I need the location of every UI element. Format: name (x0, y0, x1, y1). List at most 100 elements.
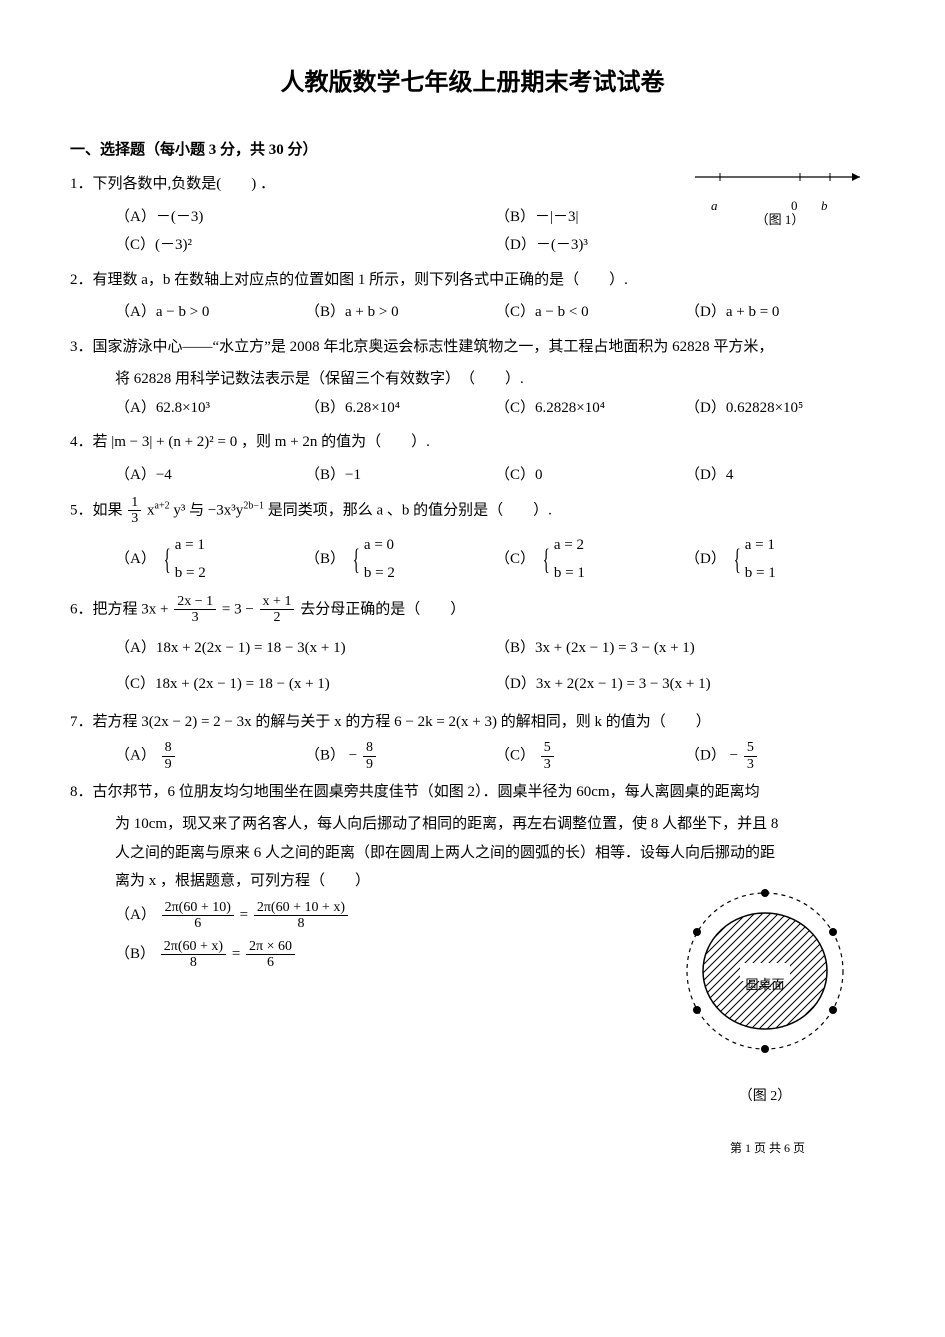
brace-icon: { (163, 531, 170, 588)
q8-lb: （B） (115, 946, 155, 962)
q5-options: （A） { a = 1b = 2 （B） { a = 0b = 2 （C） { … (70, 531, 875, 588)
q7-cd: 3 (541, 757, 554, 772)
fig2-label: 圆桌面 (655, 973, 875, 998)
q6-f1n: 2x − 1 (174, 594, 216, 610)
q8-bld: 8 (161, 955, 226, 970)
q6-f2d: 2 (260, 610, 295, 625)
q5-a2: b = 2 (175, 559, 206, 588)
question-8-l3: 人之间的距离与原来 6 人之间的距离（即在圆周上两人之间的圆弧的长）相等．设每人… (70, 839, 875, 868)
q7-an: 8 (162, 740, 175, 756)
q4-opt-b: （B）−1 (305, 461, 495, 490)
q5-d2: b = 1 (745, 559, 776, 588)
q6-opt-a: （A）18x + 2(2x − 1) = 18 − 3(x + 1) (115, 630, 495, 666)
q5-mid2: y³ 与 −3x³y (173, 502, 243, 518)
question-6: 6．把方程 3x + 2x − 13 = 3 − x + 12 去分母正确的是（… (70, 594, 875, 626)
q5-la: （A） (115, 551, 156, 567)
q5-a1: a = 1 (175, 531, 206, 560)
fig1-a: a (711, 194, 718, 219)
q6-pre: 6．把方程 3x + (70, 601, 172, 617)
q7-opt-b: （B） − 89 (305, 740, 495, 772)
q5-post: 是同类项，那么 a 、b 的值分别是（ ）. (268, 502, 552, 518)
q7-opt-d: （D） − 53 (685, 740, 875, 772)
q7-lc: （C） (495, 747, 535, 763)
page-title: 人教版数学七年级上册期末考试试卷 (70, 60, 875, 106)
q5-opt-a: （A） { a = 1b = 2 (115, 531, 305, 588)
q6-post: 去分母正确的是（ ） (300, 601, 465, 617)
q5-ld: （D） (685, 551, 726, 567)
q2-opt-b: （B）a + b > 0 (305, 298, 495, 327)
brace-icon: { (352, 531, 359, 588)
figure-2: 圆桌面 （图 2） (655, 886, 875, 1111)
q7-bpre: − (349, 747, 361, 763)
q5-frac1-d: 3 (128, 511, 141, 526)
q5-lc: （C） (495, 551, 535, 567)
q5-c1: a = 2 (554, 531, 585, 560)
q7-bn: 8 (363, 740, 376, 756)
q8-brn: 2π × 60 (246, 939, 295, 955)
question-5: 5．如果 13 xa+2 y³ 与 −3x³y2b−1 是同类项，那么 a 、b… (70, 495, 875, 527)
q1-opt-c: （C）(－3)² (115, 231, 495, 260)
q1-opt-a: （A）－(－3) (115, 203, 495, 232)
q8-brd: 6 (246, 955, 295, 970)
q6-opt-b: （B）3x + (2x − 1) = 3 − (x + 1) (495, 630, 875, 666)
q4-options: （A）−4 （B）−1 （C）0 （D）4 (70, 461, 875, 490)
question-7: 7．若方程 3(2x − 2) = 2 − 3x 的解与关于 x 的方程 6 −… (70, 708, 875, 737)
question-4: 4．若 |m − 3| + (n + 2)² = 0 ，则 m + 2n 的值为… (70, 428, 875, 457)
q1-stem: 1．下列各数中,负数是( ) ． (70, 176, 275, 192)
q5-opt-c: （C） { a = 2b = 1 (495, 531, 685, 588)
q5-opt-d: （D） { a = 1b = 1 (685, 531, 875, 588)
q8-ard: 8 (254, 916, 348, 931)
q3-opt-d: （D）0.62828×10⁵ (685, 394, 875, 423)
q6-f1: 2x − 13 (174, 594, 216, 626)
q7-dn: 5 (744, 740, 757, 756)
q3-opt-a: （A）62.8×10³ (115, 394, 305, 423)
q7-lb: （B） (305, 747, 345, 763)
q8-aln: 2π(60 + 10) (162, 900, 234, 916)
q1-opt-d: （D）－(－3)³ (495, 231, 875, 260)
q8-arn: 2π(60 + 10 + x) (254, 900, 348, 916)
q2-opt-c: （C）a − b < 0 (495, 298, 685, 327)
q8-ald: 6 (162, 916, 234, 931)
q6-options: （A）18x + 2(2x − 1) = 18 − 3(x + 1) （B）3x… (70, 630, 875, 702)
q6-f2: x + 12 (260, 594, 295, 626)
q7-dd: 3 (744, 757, 757, 772)
q4-opt-a: （A）−4 (115, 461, 305, 490)
q5-lb: （B） (305, 551, 345, 567)
question-8-l2: 为 10cm，现又来了两名客人，每人向后挪动了相同的距离，再左右调整位置，使 8… (70, 810, 875, 839)
q8-eq-a: = (240, 907, 252, 923)
question-8-l1: 8．古尔邦节，6 位朋友均匀地围坐在圆桌旁共度佳节（如图 2）．圆桌半径为 60… (70, 778, 875, 807)
q5-b1: a = 0 (364, 531, 395, 560)
q3-options: （A）62.8×10³ （B）6.28×10⁴ （C）6.2828×10⁴ （D… (70, 394, 875, 423)
q5-pre: 5．如果 (70, 502, 126, 518)
q7-ad: 9 (162, 757, 175, 772)
q7-ld: （D） (685, 747, 726, 763)
q5-d1: a = 1 (745, 531, 776, 560)
q5-b2: b = 2 (364, 559, 395, 588)
q8-la: （A） (115, 907, 156, 923)
question-3b: 将 62828 用科学记数法表示是（保留三个有效数字） （ ）. (70, 365, 875, 394)
number-line-icon (690, 165, 870, 195)
q5-frac1-n: 1 (128, 495, 141, 511)
q7-bd: 9 (363, 757, 376, 772)
brace-icon: { (733, 531, 740, 588)
q3-opt-c: （C）6.2828×10⁴ (495, 394, 685, 423)
q5-sup1: a+2 (155, 500, 170, 511)
q7-opt-a: （A） 89 (115, 740, 305, 772)
q8-bln: 2π(60 + x) (161, 939, 226, 955)
q5-mid1: x (147, 502, 155, 518)
section-heading: 一、选择题（每小题 3 分，共 30 分） (70, 136, 875, 165)
q4-opt-c: （C）0 (495, 461, 685, 490)
q7-options: （A） 89 （B） − 89 （C） 53 （D） − 53 (70, 740, 875, 772)
q7-opt-c: （C） 53 (495, 740, 685, 772)
q2-options: （A）a − b > 0 （B）a + b > 0 （C）a − b < 0 （… (70, 298, 875, 327)
q8-eq-b: = (232, 946, 244, 962)
fig1-b: b (821, 194, 828, 219)
question-3a: 3．国家游泳中心——“水立方”是 2008 年北京奥运会标志性建筑物之一，其工程… (70, 333, 875, 362)
q6-opt-d: （D）3x + 2(2x − 1) = 3 − 3(x + 1) (495, 666, 875, 702)
q7-la: （A） (115, 747, 156, 763)
q2-opt-d: （D）a + b = 0 (685, 298, 875, 327)
q6-f1d: 3 (174, 610, 216, 625)
q7-cn: 5 (541, 740, 554, 756)
q4-opt-d: （D）4 (685, 461, 875, 490)
q5-sup2: 2b−1 (243, 500, 264, 511)
